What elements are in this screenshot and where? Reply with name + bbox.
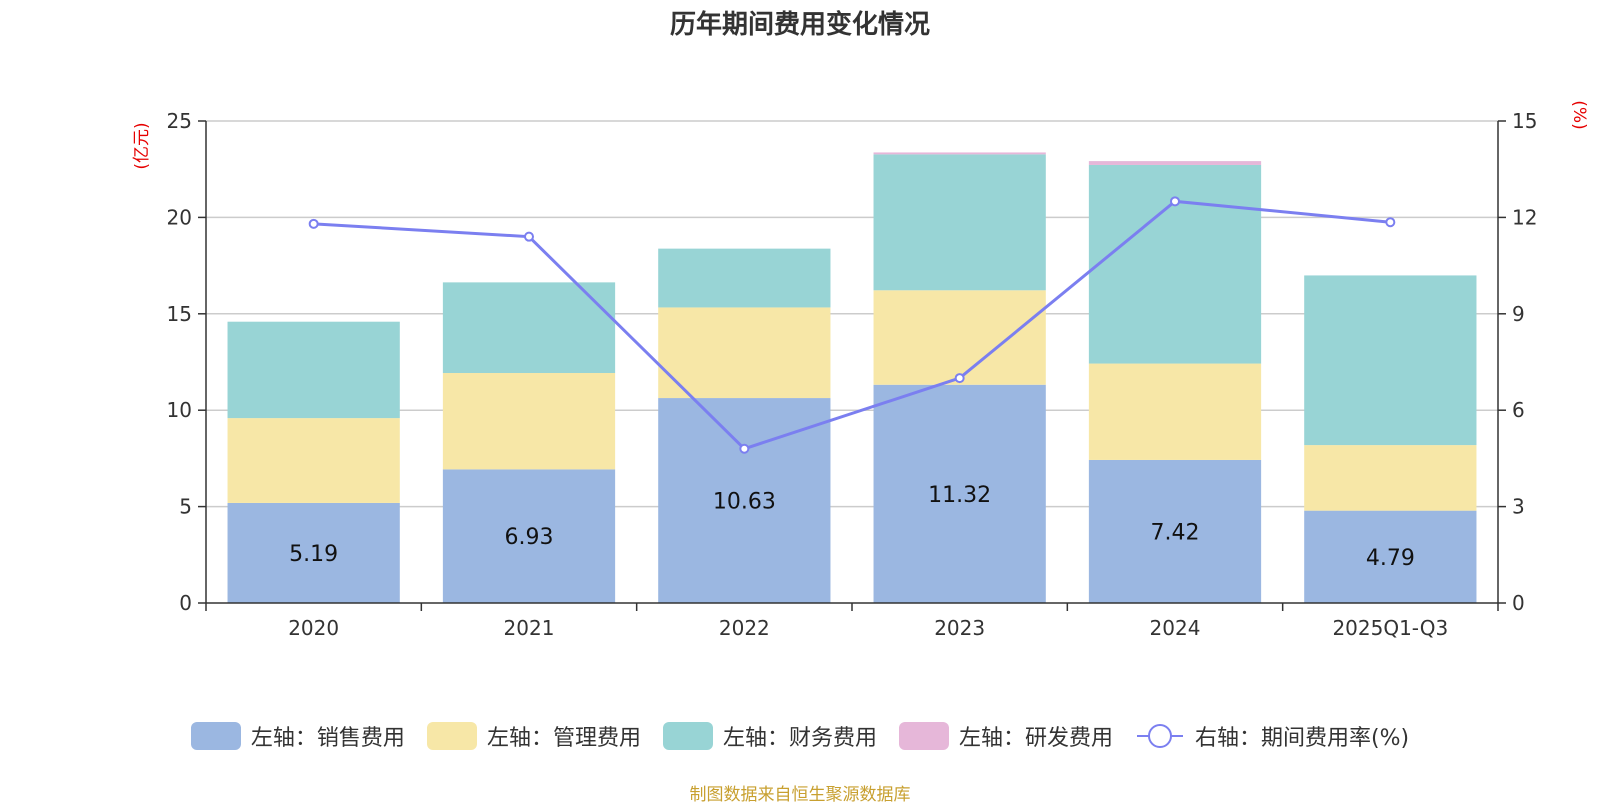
- legend-label: 左轴：财务费用: [722, 726, 877, 751]
- axes: 0 5 10 15 20 25 0 3 6 9 12 15 2020 2021 2022 2023 2024 20…: [167, 109, 1538, 640]
- bar-左轴财务费用: [442, 282, 616, 373]
- legend-swatch: [662, 722, 713, 750]
- bar-左轴管理费用: [1304, 445, 1477, 511]
- bar-左轴财务费用: [227, 321, 400, 419]
- legend: 左轴：销售费用 左轴：管理费用 左轴：财务费用 左轴：研发费用 右轴：期间费用率(%): [0, 720, 1600, 752]
- x-axis-tick-label: 2024: [1150, 616, 1201, 640]
- bar-左轴管理费用: [1088, 363, 1262, 460]
- legend-label: 左轴：销售费用: [250, 726, 405, 751]
- data-labels: 5.19 6.93 10.63 11.32 7.42 4.79: [289, 483, 1415, 571]
- x-axis-tick-label: 2022: [719, 616, 770, 640]
- legend-label: 左轴：管理费用: [486, 726, 641, 751]
- legend-label: 右轴：期间费用率(%): [1194, 726, 1410, 751]
- bar-value-label: 10.63: [713, 490, 776, 515]
- bar-左轴财务费用: [658, 248, 831, 308]
- rate-point: [954, 373, 965, 384]
- bar-左轴管理费用: [442, 372, 616, 470]
- legend-item[interactable]: 左轴：财务费用: [662, 720, 877, 752]
- right-axis-tick-label: 12: [1512, 205, 1537, 229]
- rate-point: [524, 231, 534, 242]
- legend-label: 左轴：研发费用: [958, 726, 1113, 751]
- bar-左轴销售费用: [1304, 510, 1477, 603]
- bar-左轴销售费用: [658, 398, 831, 603]
- rate-line: [313, 199, 1391, 451]
- x-axis-tick-label: 2025Q1-Q3: [1332, 616, 1448, 640]
- bar-左轴销售费用: [1088, 459, 1262, 603]
- left-axis-unit: (亿元): [132, 122, 152, 169]
- rate-line-series: [308, 196, 1396, 454]
- bar-左轴管理费用: [658, 307, 831, 399]
- legend-item[interactable]: 左轴：销售费用: [190, 720, 405, 752]
- left-axis-tick-label: 0: [179, 591, 192, 615]
- rate-point: [1385, 217, 1396, 228]
- bar-左轴管理费用: [227, 418, 400, 503]
- data-source-note: 制图数据来自恒生聚源数据库: [689, 785, 911, 805]
- legend-swatch: [190, 722, 241, 750]
- bar-value-label: 11.32: [928, 483, 991, 508]
- bar-左轴财务费用: [1304, 275, 1477, 446]
- x-axis-tick-label: 2021: [504, 616, 555, 640]
- left-axis-tick-label: 5: [179, 495, 192, 519]
- bar-左轴管理费用: [873, 290, 1046, 385]
- legend-swatch: [426, 722, 477, 750]
- legend-swatch: [1136, 724, 1183, 748]
- bar-左轴研发费用: [873, 152, 1046, 155]
- gridlines: [206, 120, 1498, 508]
- right-axis-tick-label: 3: [1512, 495, 1525, 519]
- bar-左轴研发费用: [1088, 161, 1262, 165]
- right-axis-unit: (%): [1569, 100, 1589, 129]
- bar-value-label: 7.42: [1151, 520, 1200, 545]
- bars: [227, 152, 1477, 603]
- left-axis-tick-label: 15: [167, 302, 192, 326]
- legend-swatch: [898, 722, 949, 750]
- rate-point: [308, 218, 319, 229]
- bar-左轴销售费用: [227, 502, 400, 603]
- left-axis-tick-label: 20: [167, 205, 192, 229]
- bar-value-label: 6.93: [505, 525, 554, 550]
- bar-左轴财务费用: [1088, 164, 1262, 364]
- right-axis-tick-label: 6: [1512, 398, 1525, 422]
- right-axis-tick-label: 0: [1512, 591, 1525, 615]
- x-axis-tick-label: 2023: [934, 616, 985, 640]
- rate-point: [739, 443, 750, 454]
- rate-point: [1170, 196, 1180, 207]
- right-axis-tick-label: 9: [1512, 302, 1525, 326]
- bar-左轴销售费用: [442, 469, 616, 603]
- legend-item[interactable]: 左轴：研发费用: [898, 720, 1113, 752]
- x-axis-tick-label: 2020: [288, 616, 339, 640]
- right-axis-tick-label: 15: [1512, 109, 1537, 133]
- bar-左轴财务费用: [873, 154, 1046, 291]
- bar-value-label: 5.19: [289, 542, 338, 567]
- bar-value-label: 4.79: [1366, 546, 1415, 571]
- chart-title: 历年期间费用变化情况: [669, 10, 930, 40]
- legend-item[interactable]: 右轴：期间费用率(%): [1135, 720, 1409, 752]
- bar-左轴销售费用: [873, 384, 1046, 603]
- legend-item[interactable]: 左轴：管理费用: [426, 720, 641, 752]
- left-axis-tick-label: 25: [167, 109, 192, 133]
- left-axis-tick-label: 10: [167, 398, 192, 422]
